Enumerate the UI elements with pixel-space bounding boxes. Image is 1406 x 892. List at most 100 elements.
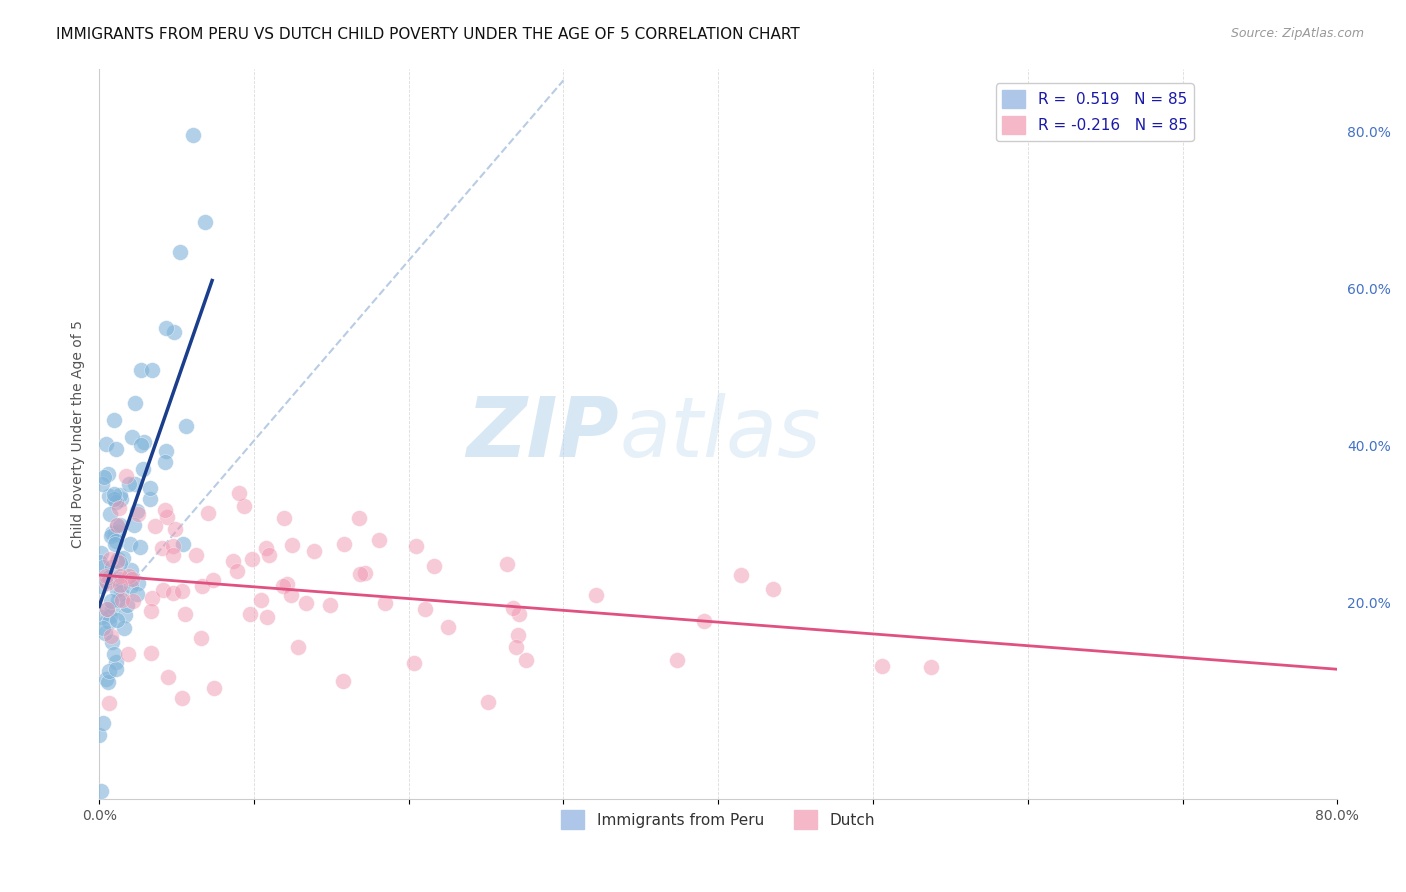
Point — [107, 501, 129, 516]
Point — [94, 672, 117, 686]
Point — [100, 594, 122, 608]
Point — [423, 559, 446, 574]
Point — [141, 363, 163, 377]
Point — [190, 631, 212, 645]
Point — [121, 430, 143, 444]
Point — [197, 506, 219, 520]
Point — [112, 621, 135, 635]
Point — [170, 583, 193, 598]
Point — [129, 438, 152, 452]
Point — [163, 325, 186, 339]
Point — [349, 567, 371, 582]
Point — [122, 517, 145, 532]
Point — [97, 675, 120, 690]
Point — [118, 536, 141, 550]
Point — [108, 578, 131, 592]
Point — [280, 588, 302, 602]
Point — [477, 695, 499, 709]
Point — [202, 681, 225, 696]
Point — [139, 604, 162, 618]
Point — [89, 728, 111, 742]
Point — [271, 579, 294, 593]
Point — [374, 596, 396, 610]
Point — [108, 517, 131, 532]
Point — [139, 481, 162, 495]
Point — [105, 583, 128, 598]
Point — [98, 664, 121, 678]
Point — [104, 655, 127, 669]
Point — [90, 546, 112, 560]
Point — [152, 582, 174, 597]
Point — [172, 537, 194, 551]
Point — [89, 555, 111, 569]
Point — [101, 602, 124, 616]
Point — [90, 477, 112, 491]
Point — [174, 607, 197, 621]
Point — [150, 541, 173, 556]
Point — [153, 502, 176, 516]
Point — [101, 526, 124, 541]
Point — [155, 320, 177, 334]
Point — [508, 628, 530, 642]
Point — [181, 128, 204, 142]
Point — [129, 540, 152, 554]
Point — [222, 554, 245, 568]
Point — [134, 434, 156, 449]
Point — [98, 608, 121, 623]
Point — [98, 696, 121, 710]
Point — [762, 582, 785, 596]
Point — [730, 568, 752, 582]
Point — [107, 524, 129, 539]
Point — [436, 620, 458, 634]
Point — [107, 572, 129, 586]
Point — [117, 569, 139, 583]
Point — [155, 444, 177, 458]
Point — [349, 511, 371, 525]
Point — [114, 608, 136, 623]
Point — [117, 648, 139, 662]
Point — [120, 563, 142, 577]
Text: IMMIGRANTS FROM PERU VS DUTCH CHILD POVERTY UNDER THE AGE OF 5 CORRELATION CHART: IMMIGRANTS FROM PERU VS DUTCH CHILD POVE… — [56, 27, 800, 42]
Point — [104, 442, 127, 456]
Point — [111, 550, 134, 565]
Point — [93, 625, 115, 640]
Point — [276, 577, 298, 591]
Point — [585, 588, 607, 602]
Point — [104, 526, 127, 541]
Point — [115, 469, 138, 483]
Point — [98, 615, 121, 630]
Text: ZIP: ZIP — [467, 393, 619, 475]
Point — [127, 507, 149, 521]
Point — [870, 658, 893, 673]
Point — [94, 569, 117, 583]
Point — [96, 601, 118, 615]
Point — [413, 602, 436, 616]
Point — [692, 614, 714, 628]
Point — [404, 657, 426, 671]
Point — [505, 640, 527, 654]
Point — [233, 499, 256, 513]
Point — [91, 559, 114, 574]
Point — [103, 647, 125, 661]
Point — [157, 670, 180, 684]
Point — [281, 538, 304, 552]
Text: atlas: atlas — [619, 393, 821, 475]
Point — [254, 541, 277, 556]
Point — [94, 437, 117, 451]
Point — [172, 691, 194, 706]
Point — [118, 477, 141, 491]
Point — [98, 570, 121, 584]
Point — [191, 578, 214, 592]
Y-axis label: Child Poverty Under the Age of 5: Child Poverty Under the Age of 5 — [72, 319, 86, 548]
Point — [228, 486, 250, 500]
Point — [249, 593, 271, 607]
Legend: Immigrants from Peru, Dutch: Immigrants from Peru, Dutch — [555, 805, 882, 835]
Point — [98, 552, 121, 566]
Point — [141, 646, 163, 660]
Point — [273, 511, 295, 525]
Text: Source: ZipAtlas.com: Source: ZipAtlas.com — [1230, 27, 1364, 40]
Point — [496, 558, 519, 572]
Point — [121, 593, 143, 607]
Point — [104, 494, 127, 508]
Point — [121, 572, 143, 586]
